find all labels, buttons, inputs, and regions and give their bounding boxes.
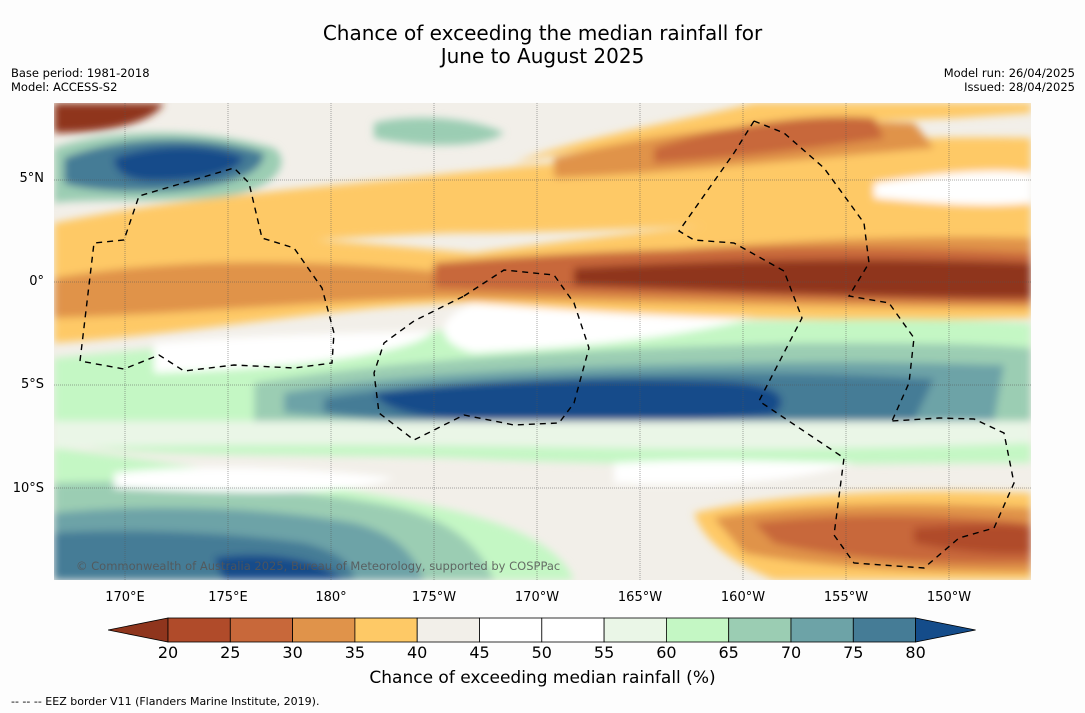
colorbar bbox=[107, 616, 978, 648]
colorbar-tick-label: 75 bbox=[843, 643, 864, 662]
lon-label-175w: 175°W bbox=[411, 590, 457, 605]
model-name: Model: ACCESS-S2 bbox=[11, 80, 118, 94]
colorbar-tick-label: 45 bbox=[469, 643, 490, 662]
lon-label-165w: 165°W bbox=[617, 590, 663, 605]
colorbar-extend-high bbox=[915, 617, 976, 643]
colorbar-segment bbox=[541, 617, 605, 643]
colorbar-segment bbox=[292, 617, 356, 643]
lon-label-160w: 160°W bbox=[720, 590, 766, 605]
lat-label-10s: 10°S bbox=[12, 481, 44, 496]
base-period: Base period: 1981-2018 bbox=[11, 66, 150, 80]
lon-label-170e: 170°E bbox=[105, 590, 145, 605]
colorbar-tick-label: 40 bbox=[407, 643, 428, 662]
lon-label-180: 180° bbox=[315, 590, 347, 605]
colorbar-tick-label: 65 bbox=[718, 643, 739, 662]
meta-right: Model run: 26/04/2025 Issued: 28/04/2025 bbox=[944, 66, 1075, 94]
meta-left: Base period: 1981-2018 Model: ACCESS-S2 bbox=[11, 66, 150, 94]
colorbar-extend-low bbox=[107, 617, 169, 643]
colorbar-tick-label: 55 bbox=[593, 643, 615, 662]
colorbar-segment bbox=[728, 617, 792, 643]
colorbar-segment bbox=[790, 617, 854, 643]
model-run: Model run: 26/04/2025 bbox=[943, 66, 1075, 80]
issued-date: Issued: 28/04/2025 bbox=[964, 80, 1075, 94]
title-line-2: June to August 2025 bbox=[440, 44, 645, 68]
colorbar-tick-label: 50 bbox=[531, 643, 552, 662]
colorbar-segment bbox=[354, 617, 418, 643]
title-line-1: Chance of exceeding the median rainfall … bbox=[322, 21, 763, 45]
colorbar-tick-label: 80 bbox=[905, 643, 926, 662]
eez-footnote: -- -- -- EEZ border V11 (Flanders Marine… bbox=[11, 695, 320, 708]
colorbar-segment bbox=[416, 617, 480, 643]
colorbar-tick-label: 70 bbox=[780, 643, 802, 662]
colorbar-segment bbox=[167, 617, 231, 643]
colorbar-segment bbox=[852, 617, 916, 643]
lat-label-5s: 5°S bbox=[20, 377, 44, 392]
colorbar-segment bbox=[479, 617, 543, 643]
colorbar-tick-label: 35 bbox=[344, 643, 366, 662]
colorbar-segment bbox=[229, 617, 294, 643]
map-canvas bbox=[54, 103, 1031, 580]
colorbar-segment bbox=[603, 617, 667, 643]
colorbar-svg bbox=[107, 617, 976, 643]
colorbar-tick-label: 20 bbox=[157, 643, 179, 662]
rainfall-map: © Commonwealth of Australia 2025, Bureau… bbox=[54, 103, 1031, 580]
lon-label-150w: 150°W bbox=[926, 590, 972, 605]
lon-label-170w: 170°W bbox=[514, 590, 560, 605]
lon-label-175e: 175°E bbox=[208, 590, 248, 605]
colorbar-tick-label: 60 bbox=[656, 643, 677, 662]
colorbar-segment bbox=[666, 617, 730, 643]
lat-label-0: 0° bbox=[29, 274, 44, 289]
copyright-text: © Commonwealth of Australia 2025, Bureau… bbox=[76, 559, 561, 573]
colorbar-tick-label: 30 bbox=[282, 643, 303, 662]
colorbar-tick-label: 25 bbox=[220, 643, 241, 662]
lon-label-155w: 155°W bbox=[823, 590, 869, 605]
lat-label-5n: 5°N bbox=[19, 171, 45, 186]
map-title: Chance of exceeding the median rainfall … bbox=[0, 22, 1085, 68]
colorbar-label: Chance of exceeding median rainfall (%) bbox=[369, 668, 716, 688]
